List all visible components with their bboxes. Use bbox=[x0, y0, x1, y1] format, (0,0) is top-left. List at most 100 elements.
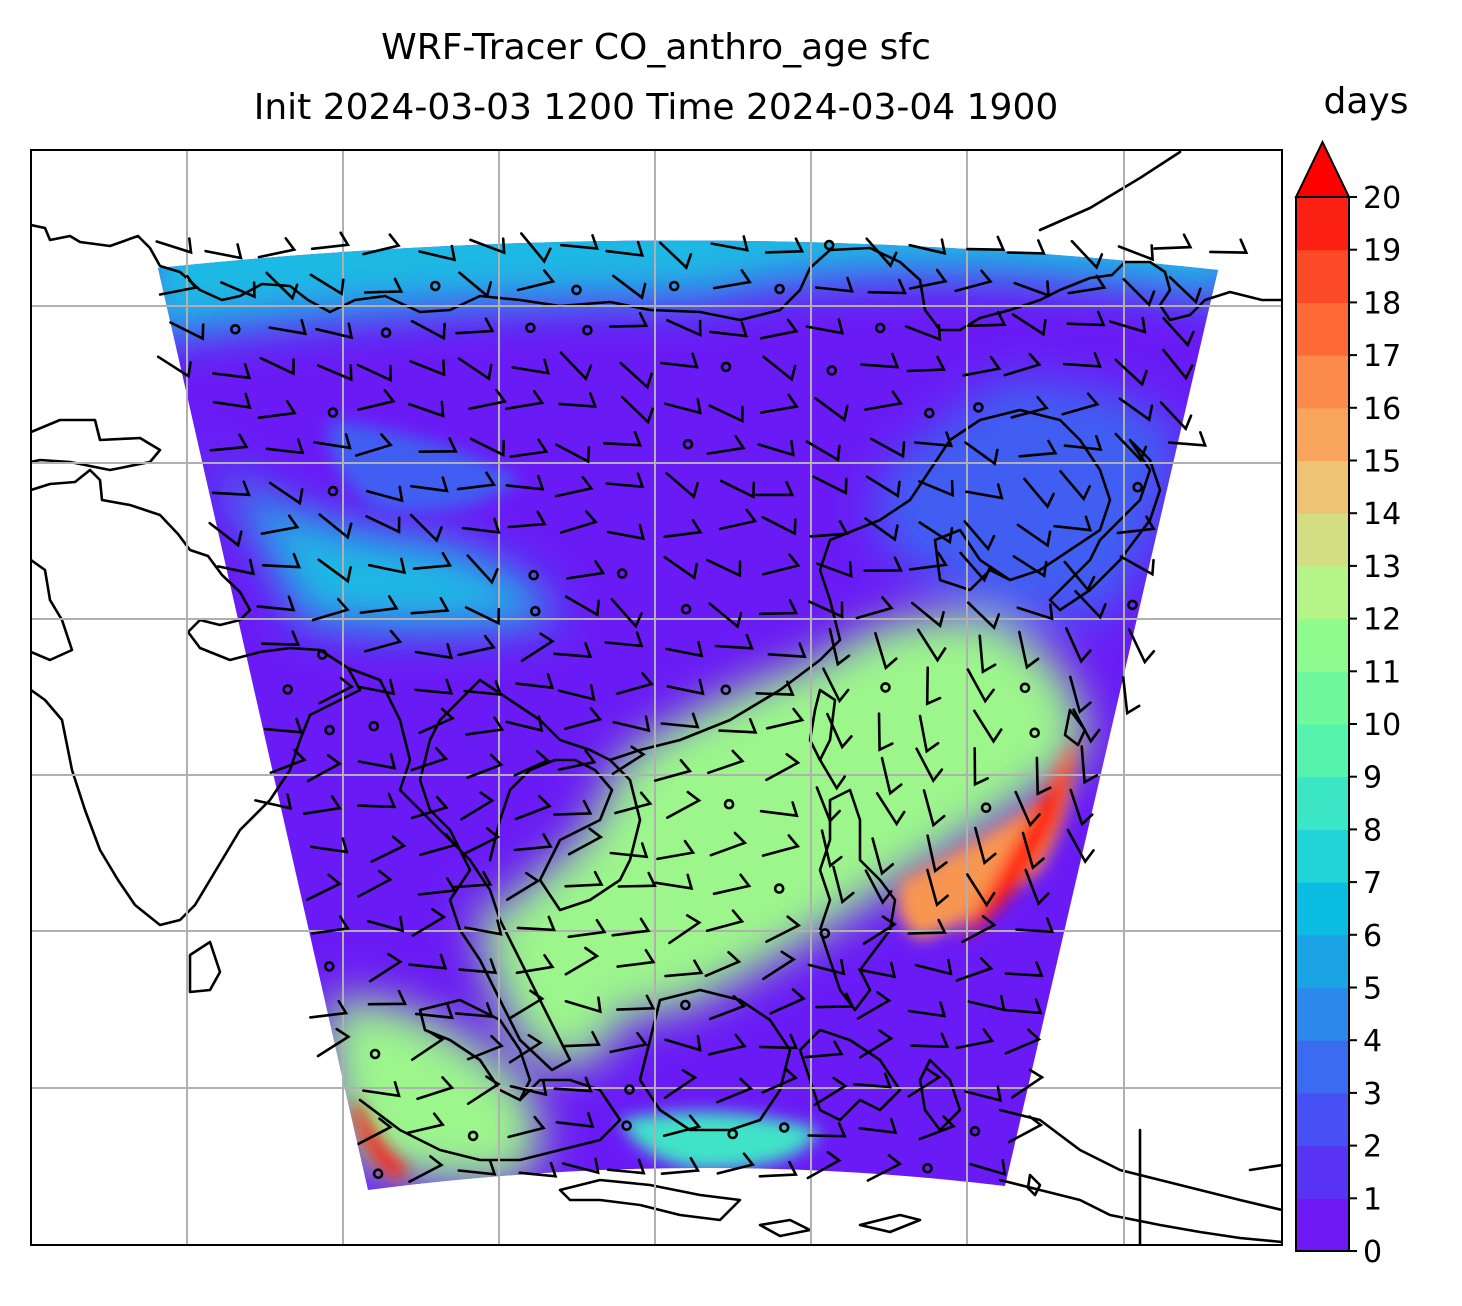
wind-barb bbox=[914, 431, 954, 448]
wind-barb bbox=[761, 834, 801, 857]
wind-barb bbox=[759, 393, 799, 414]
wind-barb bbox=[712, 873, 752, 896]
wind-barb bbox=[461, 517, 501, 534]
colorbar-tick-label: 12 bbox=[1363, 603, 1401, 638]
wind-barb bbox=[620, 395, 654, 425]
wind-barb bbox=[656, 839, 696, 861]
wind-barb bbox=[407, 400, 445, 418]
wind-barb bbox=[806, 1150, 842, 1180]
wind-barb bbox=[611, 745, 646, 775]
wind-barb bbox=[1066, 828, 1095, 865]
wind-barb bbox=[409, 476, 449, 493]
colorbar-tick-label: 2 bbox=[1363, 1130, 1382, 1165]
wind-barb bbox=[515, 954, 555, 975]
wind-barb bbox=[564, 595, 600, 617]
calm-marker bbox=[720, 361, 732, 373]
wind-barb bbox=[466, 554, 499, 585]
wind-barb bbox=[608, 311, 649, 328]
wind-barb bbox=[807, 1122, 847, 1138]
wind-barb bbox=[410, 795, 449, 820]
wind-barb bbox=[666, 678, 705, 696]
field-west-band bbox=[180, 420, 560, 630]
wind-barb bbox=[828, 627, 851, 667]
colorbar-tick-label: 17 bbox=[1363, 339, 1401, 374]
calm-marker bbox=[773, 883, 785, 894]
wind-barb bbox=[357, 389, 396, 411]
colorbar-tick-label: 10 bbox=[1363, 708, 1401, 743]
wind-barb bbox=[367, 557, 407, 575]
wind-barb bbox=[966, 873, 996, 908]
wind-barb bbox=[963, 520, 996, 552]
wind-barb bbox=[212, 363, 252, 380]
wind-barb bbox=[915, 747, 944, 783]
wind-barb bbox=[418, 437, 458, 453]
coastline-new-guinea-south bbox=[998, 1178, 1282, 1244]
wind-barb bbox=[514, 795, 552, 821]
wind-barb bbox=[410, 319, 446, 341]
wind-barb bbox=[606, 523, 646, 541]
colorbar-segment bbox=[1296, 671, 1349, 725]
calm-marker bbox=[774, 283, 785, 295]
wind-barb bbox=[553, 799, 593, 816]
wind-barb bbox=[1018, 439, 1058, 458]
colorbar-segment bbox=[1296, 197, 1349, 251]
wind-barb bbox=[318, 513, 353, 540]
wind-barb bbox=[663, 519, 703, 538]
wind-barb bbox=[554, 475, 594, 498]
wind-barb bbox=[416, 1076, 455, 1101]
colorbar-tick-label: 14 bbox=[1363, 497, 1401, 532]
wind-barb bbox=[408, 953, 448, 970]
wind-barb bbox=[926, 834, 948, 874]
wind-barb bbox=[1066, 310, 1106, 327]
wind-barb bbox=[765, 915, 802, 943]
calm-marker bbox=[323, 961, 335, 972]
wind-barb bbox=[469, 237, 506, 255]
wind-barb bbox=[866, 1154, 903, 1182]
wind-barb bbox=[505, 871, 541, 901]
wind-barb bbox=[809, 520, 849, 538]
wind-barb bbox=[370, 835, 407, 863]
colorbar-segment bbox=[1296, 1145, 1349, 1199]
wind-barb bbox=[1118, 397, 1154, 422]
wind-barb bbox=[306, 754, 343, 783]
wind-barb bbox=[1153, 233, 1193, 250]
wind-barb bbox=[208, 521, 243, 548]
wind-barb bbox=[507, 1115, 546, 1139]
wind-barb bbox=[414, 678, 454, 695]
wind-barb bbox=[906, 355, 946, 373]
wind-barb bbox=[1016, 603, 1054, 621]
wind-barb bbox=[914, 958, 953, 976]
coastline-india bbox=[31, 468, 362, 927]
wind-barb bbox=[1114, 432, 1148, 463]
calm-marker bbox=[980, 802, 992, 814]
wind-barb bbox=[417, 877, 457, 896]
wind-barb bbox=[418, 707, 455, 735]
coastline-north bbox=[31, 223, 1282, 332]
wind-barb bbox=[755, 680, 795, 696]
wind-barb bbox=[362, 1081, 401, 1098]
wind-barb bbox=[419, 833, 458, 857]
wind-barb bbox=[464, 919, 503, 936]
colorbar-tick-label: 11 bbox=[1363, 655, 1401, 690]
wind-barb bbox=[865, 475, 901, 498]
colorbar-tick-label: 19 bbox=[1363, 234, 1401, 269]
wind-barb bbox=[908, 551, 948, 571]
wind-barb bbox=[1012, 555, 1048, 578]
wind-barb bbox=[566, 560, 606, 580]
colorbar-tick-label: 5 bbox=[1363, 972, 1382, 1007]
wind-barb bbox=[718, 508, 758, 531]
wind-barb bbox=[708, 994, 747, 1021]
wind-barb bbox=[357, 869, 393, 898]
wind-barb bbox=[767, 642, 807, 659]
wind-barb bbox=[954, 269, 993, 293]
wind-barb bbox=[365, 515, 401, 534]
calm-marker bbox=[823, 239, 835, 251]
coastline-islet bbox=[1026, 1173, 1042, 1197]
wind-barb bbox=[1114, 358, 1148, 387]
wind-barb bbox=[1006, 239, 1046, 255]
map-title-line1: WRF-Tracer CO_anthro_age sfc bbox=[381, 27, 931, 68]
wind-barb bbox=[1007, 1115, 1044, 1144]
wind-barb bbox=[664, 397, 702, 415]
calm-marker bbox=[880, 682, 891, 693]
wind-barb bbox=[719, 479, 756, 499]
